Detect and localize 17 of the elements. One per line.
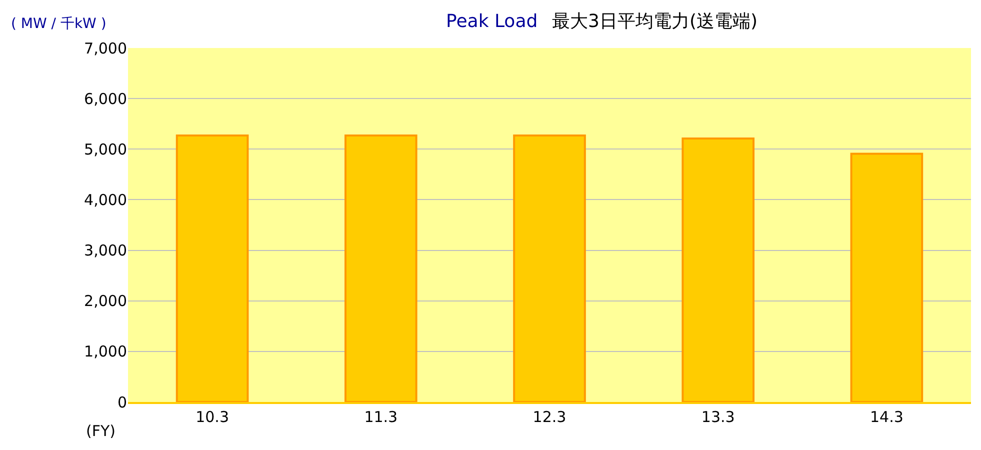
y-tick-label: 5,000	[84, 140, 127, 158]
x-tick-label: 10.3	[196, 408, 230, 426]
y-tick-label: 0	[117, 393, 127, 412]
y-tick-label: 1,000	[84, 342, 127, 361]
x-tick-label: 14.3	[870, 408, 904, 426]
x-tick-label: 11.3	[364, 408, 398, 426]
y-tick-label: 6,000	[84, 90, 127, 108]
y-tick-label: 3,000	[84, 242, 127, 260]
y-tick-label: 4,000	[84, 190, 127, 209]
chart-subtitle: 最大3日平均電力(送電端)	[552, 11, 758, 32]
y-tick-label: 2,000	[84, 292, 127, 310]
x-tick-label: 12.3	[532, 408, 566, 426]
x-axis-title: (FY)	[86, 422, 116, 440]
y-tick-label: 7,000	[84, 39, 127, 58]
y-axis-title: ( MW / 千kW )	[11, 16, 106, 32]
chart-title: Peak Load	[446, 11, 538, 32]
x-tick-label: 13.3	[701, 408, 735, 426]
